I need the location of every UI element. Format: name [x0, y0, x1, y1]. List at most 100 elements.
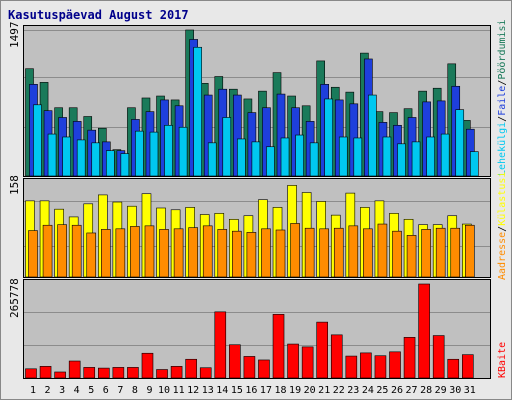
bar-lehekülgi-day-3	[62, 136, 71, 177]
bar-aadresse-day-25	[377, 223, 388, 278]
bar-lehekülgi-day-7	[120, 153, 130, 177]
bar-aadresse-day-9	[144, 225, 155, 278]
x-tick-label: 9	[146, 385, 152, 396]
x-tick-label: 6	[103, 385, 109, 396]
bar-kbaite-day-5	[83, 367, 96, 379]
bar-lehekülgi-day-15	[237, 138, 246, 177]
legend-aadresse: Aadresse	[497, 232, 508, 280]
x-tick-label: 24	[362, 385, 374, 396]
bar-lehekülgi-day-13	[207, 142, 217, 177]
bar-lehekülgi-day-24	[368, 94, 377, 177]
bar-aadresse-day-29	[435, 227, 446, 278]
x-tick-label: 10	[158, 385, 170, 396]
bar-lehekülgi-day-25	[382, 136, 392, 177]
kbytes-y-tick: 265778	[8, 278, 21, 318]
x-tick-label: 26	[391, 385, 403, 396]
bar-lehekülgi-day-14	[222, 117, 232, 177]
x-tick-label: 21	[318, 385, 330, 396]
bar-kbaite-day-20	[301, 346, 314, 379]
bar-kbaite-day-9	[141, 352, 154, 379]
bar-lehekülgi-day-27	[411, 141, 421, 177]
bar-kbaite-day-30	[447, 358, 460, 379]
bar-aadresse-day-13	[202, 225, 213, 278]
bar-aadresse-day-8	[130, 226, 140, 278]
bar-aadresse-day-26	[392, 230, 402, 278]
legend-sep-1: /	[497, 116, 508, 122]
x-tick-label: 12	[187, 385, 199, 396]
bar-lehekülgi-day-16	[251, 141, 261, 177]
legend-bottom: KBaite	[497, 342, 508, 378]
bar-lehekülgi-day-5	[91, 142, 101, 177]
bar-aadresse-day-17	[261, 228, 271, 278]
bar-lehekülgi-day-20	[309, 142, 319, 177]
bar-kbaite-day-7	[112, 367, 125, 379]
bar-lehekülgi-day-1	[33, 104, 42, 177]
bar-kbaite-day-13	[199, 367, 212, 379]
bar-lehekülgi-day-18	[280, 137, 290, 177]
legend-kbaite: KBaite	[497, 342, 508, 378]
bar-kbaite-day-28	[418, 283, 430, 379]
bar-kbaite-day-4	[68, 360, 81, 379]
bar-kbaite-day-24	[360, 352, 372, 379]
x-tick-label: 7	[117, 385, 123, 396]
bar-aadresse-day-28	[421, 229, 431, 278]
bar-aadresse-day-5	[86, 232, 97, 278]
bar-kbaite-day-23	[345, 355, 358, 379]
bar-aadresse-day-2	[42, 224, 53, 278]
x-tick-label: 25	[376, 385, 388, 396]
bar-aadresse-day-12	[188, 227, 198, 278]
bar-kbaite-day-22	[330, 334, 343, 379]
bar-lehekülgi-day-10	[164, 124, 173, 177]
bar-aadresse-day-23	[348, 225, 359, 278]
bar-kbaite-day-16	[243, 356, 256, 379]
bar-aadresse-day-1	[28, 230, 38, 278]
bar-kbaite-day-21	[316, 321, 329, 379]
hits-y-tick: 1497	[8, 22, 21, 49]
bar-aadresse-day-7	[115, 228, 126, 278]
bar-aadresse-day-31	[464, 224, 475, 278]
bar-aadresse-day-14	[217, 229, 228, 278]
bar-kbaite-day-19	[287, 343, 299, 379]
x-tick-label: 28	[420, 385, 432, 396]
x-axis-labels: 1 2 3 4 5 6 7 8 9 10 11 12 13 14 15 16 17 18 19 20 21 22 23 24 2…	[30, 385, 476, 396]
x-tick-label: 19	[289, 385, 301, 396]
bar-lehekülgi-day-4	[76, 139, 86, 177]
bar-kbaite-day-11	[170, 366, 183, 379]
x-tick-label: 16	[245, 385, 257, 396]
x-tick-label: 30	[449, 385, 461, 396]
x-tick-label: 8	[132, 385, 138, 396]
bar-lehekülgi-day-22	[338, 136, 348, 177]
bar-kbaite-day-26	[389, 351, 401, 379]
bar-aadresse-day-6	[101, 229, 111, 278]
bar-lehekülgi-day-19	[295, 134, 304, 177]
bar-aadresse-day-16	[246, 232, 257, 278]
bar-aadresse-day-4	[71, 224, 82, 278]
bar-lehekülgi-day-31	[469, 151, 479, 177]
x-tick-label: 1	[30, 385, 36, 396]
legend-faile: Faile	[497, 86, 508, 116]
x-tick-label: 31	[464, 385, 476, 396]
bar-lehekülgi-day-12	[193, 46, 202, 177]
x-tick-label: 3	[59, 385, 65, 396]
bar-kbaite-day-8	[127, 367, 139, 379]
x-tick-label: 13	[202, 385, 214, 396]
x-tick-label: 27	[406, 385, 418, 396]
bar-aadresse-day-15	[232, 230, 242, 278]
bar-aadresse-day-10	[159, 229, 169, 278]
bar-lehekülgi-day-21	[324, 98, 334, 177]
x-tick-label: 5	[88, 385, 94, 396]
x-tick-label: 15	[231, 385, 243, 396]
legend-kulastusi: Külastusi	[497, 172, 508, 226]
bar-lehekülgi-day-29	[440, 133, 450, 177]
bar-lehekülgi-day-26	[397, 143, 406, 177]
bars	[25, 29, 479, 379]
x-tick-label: 14	[216, 385, 228, 396]
bar-lehekülgi-day-11	[178, 126, 188, 177]
bar-kbaite-day-25	[374, 355, 387, 379]
bar-kbaite-day-6	[98, 367, 110, 379]
chart-title: Kasutuspäevad August 2017	[8, 8, 189, 22]
bar-lehekülgi-day-28	[426, 136, 435, 177]
bar-lehekülgi-day-8	[135, 130, 144, 177]
bar-aadresse-day-3	[57, 224, 67, 278]
bar-kbaite-day-14	[214, 311, 227, 379]
